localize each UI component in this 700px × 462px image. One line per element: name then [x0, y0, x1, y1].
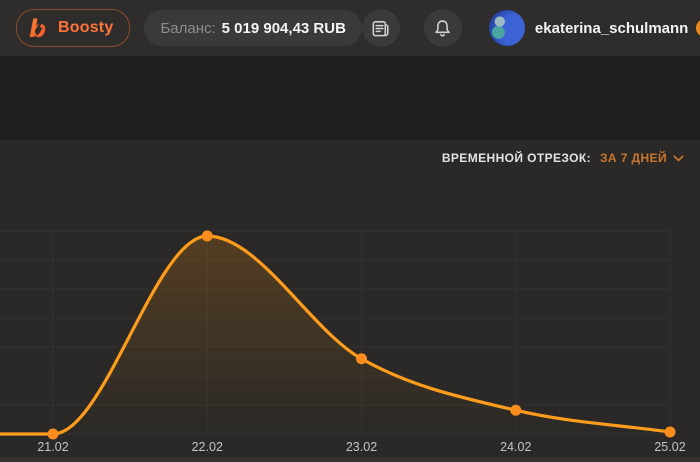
earnings-line-chart: 21.02 22.02 23.02 24.02 25.02 — [0, 230, 686, 454]
data-point-25.02[interactable] — [664, 426, 676, 438]
next-section-edge — [0, 457, 700, 462]
notifications-button[interactable] — [423, 9, 462, 47]
period-label: ВРЕМЕННОЙ ОТРЕЗОК: — [441, 151, 592, 165]
user-avatar[interactable] — [488, 10, 525, 46]
data-point-24.02[interactable] — [510, 404, 522, 416]
data-point-23.02[interactable] — [356, 353, 367, 365]
period-row: ВРЕМЕННОЙ ОТРЕЗОК: ЗА 7 ДНЕЙ — [442, 151, 684, 165]
boosty-lightning-b-icon: b — [29, 15, 46, 41]
period-selected-value: ЗА 7 ДНЕЙ — [600, 151, 667, 165]
username[interactable]: ekaterina_schulmann — [534, 19, 689, 37]
x-axis-label: 21.02 — [37, 440, 68, 454]
period-selector[interactable]: ЗА 7 ДНЕЙ — [600, 151, 684, 165]
x-axis-label: 24.02 — [500, 440, 531, 454]
cover-band — [0, 56, 700, 140]
stats-section: ВРЕМЕННОЙ ОТРЕЗОК: ЗА 7 ДНЕЙ 21.02 22.02 2… — [0, 140, 700, 462]
top-bar: b Boosty Баланс: 5 019 904,43 RUB — [0, 0, 700, 56]
chart-area-fill — [0, 236, 670, 434]
data-point-21.02[interactable] — [47, 428, 59, 440]
x-axis-label: 22.02 — [192, 440, 223, 454]
boosty-logo-label: Boosty — [58, 19, 114, 36]
bell-icon — [435, 19, 451, 36]
x-axis-label: 25.02 — [654, 440, 685, 454]
verified-check-icon — [696, 19, 700, 37]
balance-amount: 5 019 904,43 RUB — [221, 19, 346, 37]
blog-posts-icon — [372, 20, 389, 36]
balance-button[interactable]: Баланс: 5 019 904,43 RUB — [144, 10, 362, 46]
balance-label: Баланс: — [160, 19, 216, 37]
chevron-down-icon — [673, 154, 684, 161]
boosty-logo-button[interactable]: b Boosty — [16, 9, 131, 47]
data-point-22.02[interactable] — [201, 230, 213, 242]
x-axis-label: 23.02 — [346, 440, 377, 454]
blog-posts-button[interactable] — [361, 9, 400, 47]
header-right-cluster: ekaterina_schulmann — [361, 9, 700, 47]
